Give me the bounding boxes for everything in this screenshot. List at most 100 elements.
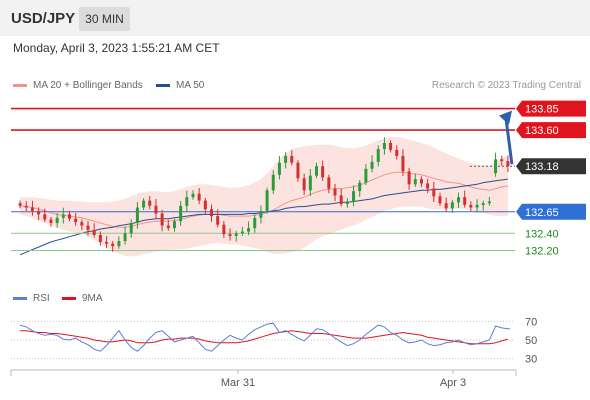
candle-body [333, 188, 337, 196]
candle-body [457, 197, 461, 203]
candle-body [185, 197, 189, 206]
candle-body [444, 203, 448, 209]
candle-body [160, 213, 164, 226]
candle-body [216, 216, 220, 225]
candle-body [253, 217, 257, 229]
candle-body [327, 177, 331, 189]
candle-body [494, 159, 498, 174]
price-tag-label: 133.60 [525, 125, 559, 137]
candle-body [426, 183, 430, 189]
candle-body [55, 217, 59, 223]
price-tag-label: 132.65 [525, 207, 559, 219]
candle-body [432, 188, 436, 197]
candle-body [61, 214, 65, 218]
instrument-title: USD/JPY [11, 10, 76, 27]
candle-body [191, 193, 195, 198]
candle-body [296, 162, 300, 179]
candle-body [111, 243, 115, 247]
candle-body [30, 207, 34, 211]
candle-body [364, 168, 368, 183]
legend-label-ma20: MA 20 + Bollinger Bands [33, 80, 143, 91]
candle-body [24, 205, 28, 208]
candle-body [389, 143, 393, 150]
rsi-9ma-line [20, 330, 509, 345]
candle-body [487, 201, 491, 204]
candle-body [43, 214, 47, 220]
candle-body [277, 162, 281, 175]
candle-body [407, 171, 411, 185]
projection-arrow-shaft [504, 118, 514, 165]
candle-body [203, 200, 207, 210]
candle-body [80, 222, 84, 226]
timeframe-badge[interactable]: 30 MIN [79, 7, 130, 31]
x-tick-label: Mar 31 [221, 377, 255, 389]
legend-label-9ma: 9MA [82, 293, 103, 304]
candle-body [172, 221, 176, 229]
candle-body [481, 203, 485, 205]
candle-body [419, 179, 423, 184]
candle-body [129, 222, 133, 234]
legend-swatch-rsi [13, 297, 27, 300]
candle-body [358, 182, 362, 192]
candle-body [154, 205, 158, 214]
price-tag-label: 132.40 [525, 228, 559, 240]
candle-body [395, 149, 399, 156]
rsi-line [19, 322, 508, 352]
legend-swatch-ma20 [13, 84, 27, 87]
candle-body [463, 197, 467, 205]
candle-body [271, 174, 275, 191]
legend-swatch-ma50 [156, 84, 170, 87]
candle-body [234, 233, 238, 236]
ma20-line [20, 171, 508, 228]
candle-body [290, 155, 294, 163]
rsi-tick-label: 70 [525, 316, 537, 328]
candle-body [67, 214, 71, 219]
candle-body [376, 149, 380, 162]
candle-body [370, 161, 374, 169]
candle-body [123, 233, 127, 242]
candle-body [438, 196, 442, 204]
price-tag [516, 100, 586, 117]
candle-body [92, 229, 96, 236]
candle-body [321, 166, 325, 178]
legend-rsi: RSI [13, 293, 50, 304]
candle-body [352, 191, 356, 202]
candle-body [105, 241, 109, 244]
candle-body [475, 204, 479, 208]
candle-body [166, 225, 170, 229]
candle-body [228, 234, 232, 236]
candle-body [314, 166, 318, 176]
legend-swatch-9ma [62, 297, 76, 300]
candle-body [210, 209, 214, 217]
candle-body [240, 231, 244, 234]
legend-ma50: MA 50 [156, 80, 204, 91]
candle-body [49, 219, 53, 223]
candle-body [259, 210, 263, 218]
candle-body [37, 210, 41, 215]
legend-label-rsi: RSI [33, 293, 50, 304]
candle-body [222, 224, 226, 235]
candle-body [413, 179, 417, 185]
price-tag [516, 158, 586, 175]
rsi-tick-label: 30 [525, 354, 537, 366]
candle-body [18, 203, 22, 206]
candle-body [339, 195, 343, 205]
candle-body [98, 235, 102, 242]
candle-body [265, 190, 269, 211]
price-tag-label: 133.85 [525, 104, 559, 116]
legend-ma20-bollinger: MA 20 + Bollinger Bands [13, 80, 143, 91]
candle-body [135, 207, 139, 223]
candle-body [284, 155, 288, 163]
x-tick-label: Apr 3 [440, 377, 466, 389]
candle-body [506, 161, 510, 167]
candle-body [247, 228, 251, 232]
projection-arrow-head [499, 110, 512, 125]
price-tag [516, 122, 586, 139]
candle-body [117, 241, 121, 247]
legend-9ma: 9MA [62, 293, 103, 304]
candle-body [142, 200, 146, 208]
credit-text: Research © 2023 Trading Central [431, 80, 581, 91]
candle-body [401, 155, 405, 172]
top-bar: USD/JPY 30 MIN [0, 0, 590, 36]
